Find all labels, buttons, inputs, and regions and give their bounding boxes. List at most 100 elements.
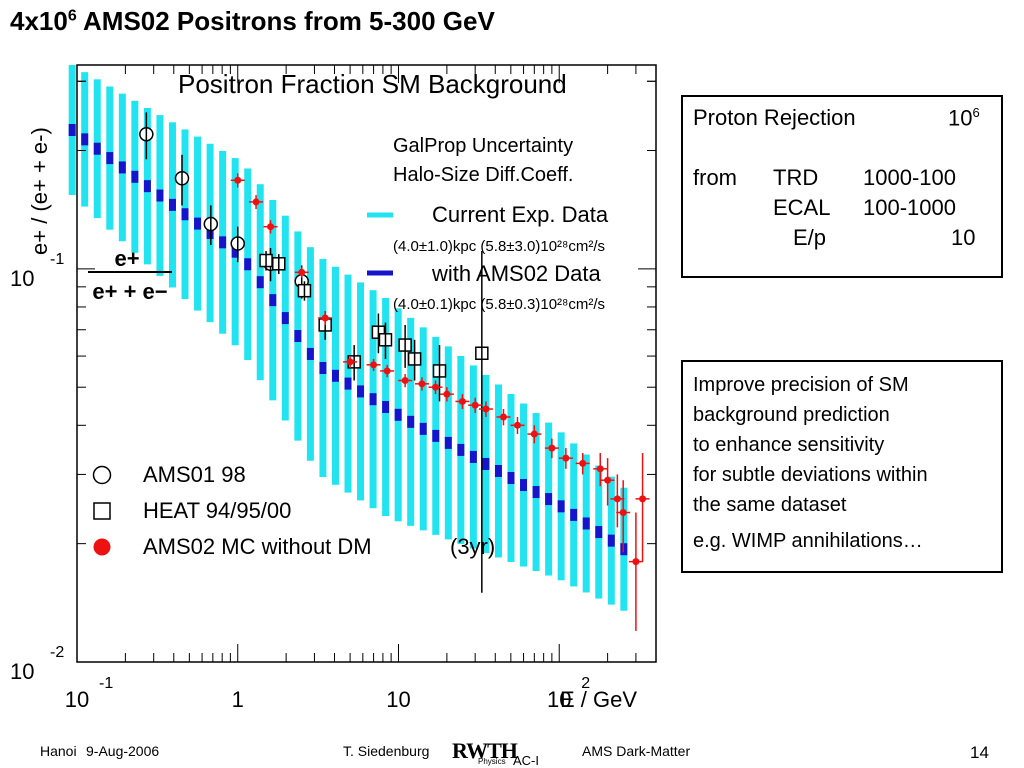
ams02-band-segment xyxy=(143,180,151,193)
ams02-band-segment xyxy=(432,429,440,442)
ams02-band-segment xyxy=(219,236,227,249)
title-exponent: 6 xyxy=(67,7,77,25)
ams02-band-segment xyxy=(557,500,565,513)
y-tick-label: 10 xyxy=(10,659,34,684)
ratio-label-numerator: e+ xyxy=(114,246,139,271)
ams02-band-segment xyxy=(494,464,502,477)
goal-line-5: the same dataset xyxy=(693,494,847,516)
legend-ams02-annotation: (3yr) xyxy=(450,534,495,559)
proton-rejection-label: Proton Rejection xyxy=(693,105,856,130)
legend-heat-label: HEAT 94/95/00 xyxy=(143,498,291,523)
goal-line-2: background prediction xyxy=(693,404,890,426)
ams02-band-segment xyxy=(244,258,252,271)
ams02-band-segment xyxy=(181,208,189,221)
ams02-band-segment xyxy=(407,415,415,428)
ams02-band-segment xyxy=(231,245,239,258)
galprop-bands xyxy=(68,65,628,611)
ep-label: E/p xyxy=(793,225,827,250)
y-tick-label: 10 xyxy=(10,266,34,291)
ams02-band-segment xyxy=(344,377,352,390)
galprop-legend-title-1: GalProp Uncertainty xyxy=(393,135,573,157)
ams02-band-segment xyxy=(68,124,76,136)
goal-example: e.g. WIMP annihilations… xyxy=(693,530,923,552)
y-tick-label-exponent: -2 xyxy=(50,644,64,661)
ams02-band-segment xyxy=(457,443,465,456)
ams02-band-segment xyxy=(81,133,89,146)
legend-ams01-label: AMS01 98 xyxy=(143,462,246,487)
x-tick-label: 10 xyxy=(547,687,571,710)
ams02-band-segment xyxy=(256,276,264,289)
goal-line-4: for subtle deviations within xyxy=(693,464,928,486)
x-tick-label: 10 xyxy=(65,687,89,710)
ams02-band-segment xyxy=(93,142,101,155)
ams02-band-segment xyxy=(106,152,114,165)
rwth-logo-suffix: AC-I xyxy=(513,753,539,768)
proton-rejection-box: Proton Rejection 106 from TRD 1000-100 E… xyxy=(681,95,1003,278)
ams02-band-segment xyxy=(444,436,452,449)
ams02-band-segment xyxy=(607,534,615,547)
ams02-legend-label: with AMS02 Data xyxy=(431,261,602,286)
x-tick-label: 1 xyxy=(232,687,244,710)
legend-heat-marker xyxy=(93,502,111,520)
ams02-band-segment xyxy=(394,408,402,421)
footer-topic: AMS Dark-Matter xyxy=(582,743,691,759)
title-text-rest: AMS02 Positrons from 5-300 GeV xyxy=(76,6,495,36)
from-label: from xyxy=(693,165,737,190)
proton-rejection-base: 10 xyxy=(948,105,973,131)
ams02-band-segment xyxy=(382,401,390,413)
y-tick-label-exponent: -1 xyxy=(50,251,64,268)
trd-value: 1000-100 xyxy=(863,165,956,190)
proton-rejection-value: 106 xyxy=(948,105,980,131)
ams02-band-segment xyxy=(331,369,339,382)
ams02-band-segment xyxy=(507,472,515,484)
chart-title: Positron Fraction SM Background xyxy=(178,69,567,99)
ams02-band-segment xyxy=(269,294,277,307)
rwth-logo-physics: Physics xyxy=(478,757,506,766)
legend-ams02-marker xyxy=(93,538,111,556)
ams02-band-segment xyxy=(570,508,578,521)
ams02-band-segment xyxy=(294,330,302,343)
ams02-band-segment xyxy=(545,493,553,506)
ams02-band-segment xyxy=(482,457,490,470)
footer-location: Hanoi xyxy=(40,743,77,759)
proton-rejection-exp: 6 xyxy=(972,105,980,120)
goal-line-3: to enhance sensitivity xyxy=(693,434,885,456)
trd-label: TRD xyxy=(773,165,819,190)
ep-value: 10 xyxy=(951,225,976,250)
ams02-band-segment xyxy=(131,170,139,183)
ams02-band-segment xyxy=(369,393,377,406)
ams02-band-segment xyxy=(118,161,126,174)
y-axis-label: e+ / (e+ + e-) xyxy=(27,127,52,255)
ams02-band-segment xyxy=(194,217,202,230)
galprop-legend-title-2: Halo-Size Diff.Coeff. xyxy=(393,164,573,186)
legend-ams01-marker xyxy=(92,465,112,485)
ams02-band-segment xyxy=(469,450,477,463)
x-axis-label: E / GeV xyxy=(560,687,637,710)
current-data-legend-params: (4.0±1.0)kpc (5.8±3.0)10²⁸cm²/s xyxy=(393,238,605,255)
rwth-logo: RWTH xyxy=(452,738,518,763)
ams02-band-segment xyxy=(306,347,314,360)
x-tick-label: 10 xyxy=(386,687,410,710)
goal-box: Improve precision of SM background predi… xyxy=(681,360,1003,573)
ams02-band-segment xyxy=(156,189,164,202)
ams02-band-segment xyxy=(595,526,603,539)
slide-title: 4x106 AMS02 Positrons from 5-300 GeV xyxy=(10,6,495,37)
ams02-band-segment xyxy=(319,362,327,374)
footer-date: 9-Aug-2006 xyxy=(86,743,160,759)
ams02-band-segment xyxy=(281,312,289,325)
plot-frame xyxy=(76,64,657,663)
ratio-label-denominator: e+ + e− xyxy=(92,279,167,304)
ams02-legend-params: (4.0±0.1)kpc (5.8±0.3)10²⁸cm²/s xyxy=(393,296,605,313)
x-tick-label-exponent: -1 xyxy=(99,675,113,692)
ams02-band-segment xyxy=(532,486,540,499)
ams02-band-segment xyxy=(582,517,590,530)
positron-fraction-chart: 10 -1 1 10 10 2 10 -1 10 -2 E / GeV e+ / (e+ + e-) P… xyxy=(10,64,657,710)
ams02-band-segment xyxy=(168,198,176,211)
ams02-band-segment xyxy=(357,385,365,398)
ecal-value: 100-1000 xyxy=(863,195,956,220)
legend-ams02-label: AMS02 MC without DM xyxy=(143,534,372,559)
title-text: 4x10 xyxy=(10,6,68,36)
goal-line-1: Improve precision of SM xyxy=(693,374,909,396)
footer-author: T. Siedenburg xyxy=(343,743,430,759)
x-tick-label-exponent: 2 xyxy=(581,675,590,692)
